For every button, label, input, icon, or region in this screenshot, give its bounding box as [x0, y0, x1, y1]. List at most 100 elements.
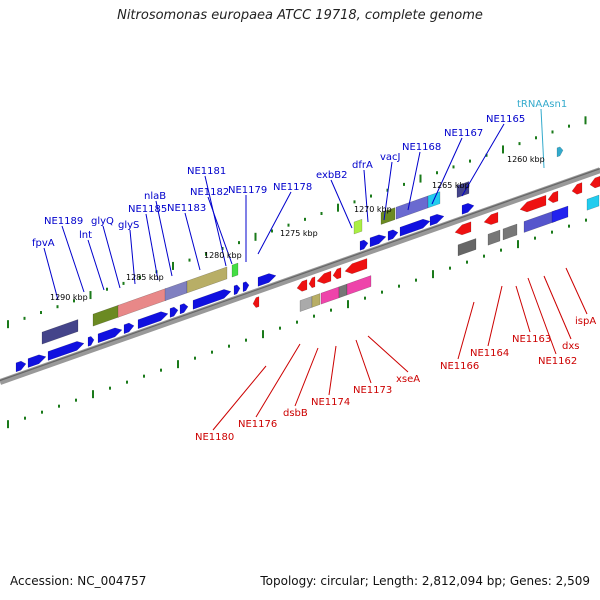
forward-feature-box — [231, 262, 239, 278]
gene-label-top: NE1182 — [190, 187, 229, 198]
reverse-feature-box — [487, 229, 501, 246]
top-leader-line — [407, 151, 421, 211]
gene-label-bottom: dsbB — [283, 408, 308, 419]
forward-feature-box — [186, 266, 228, 294]
forward-gene — [27, 354, 47, 368]
gene-label-top: nlaB — [144, 191, 166, 202]
reverse-gene — [252, 296, 260, 308]
gene-label-bottom: NE1180 — [195, 432, 234, 443]
gene-label-top: NE1189 — [44, 216, 83, 227]
gene-label-top: NE1181 — [187, 166, 226, 177]
gene-label-bottom: NE1173 — [353, 385, 392, 396]
forward-feature-box — [117, 288, 167, 318]
gene-features — [15, 146, 600, 373]
reverse-gene — [316, 270, 332, 284]
bottom-leader-line — [543, 275, 572, 340]
gene-label-top: NE1167 — [444, 128, 483, 139]
forward-feature-box — [92, 304, 120, 327]
gene-label-bottom: NE1164 — [470, 348, 509, 359]
reverse-gene — [454, 221, 472, 236]
forward-gene — [429, 213, 445, 227]
top-leader-line — [102, 225, 121, 289]
gene-label-bottom: NE1176 — [238, 419, 277, 430]
reverse-feature-box — [299, 296, 313, 312]
bottom-leader-line — [515, 285, 531, 333]
genome-summary: Topology: circular; Length: 2,812,094 bp… — [260, 574, 590, 588]
bottom-leader-line — [328, 345, 337, 396]
reverse-feature-box — [311, 293, 321, 308]
gene-label-bottom: xseA — [396, 374, 420, 385]
gene-label-top: NE1185 — [128, 204, 167, 215]
bottom-leader-line — [212, 365, 267, 431]
genome-backbone — [0, 167, 600, 385]
trna-gene — [556, 146, 564, 158]
bottom-leader-line — [367, 335, 409, 373]
gene-label-bottom: ispA — [575, 316, 596, 327]
reverse-gene — [332, 267, 342, 280]
forward-feature-box — [41, 319, 79, 345]
reverse-feature-box — [320, 286, 340, 305]
bottom-leader-line — [457, 301, 475, 360]
forward-gene — [257, 273, 277, 287]
accession-text: Accession: NC_004757 — [10, 574, 147, 588]
reverse-gene — [547, 190, 559, 204]
gene-label-top: NE1179 — [228, 185, 267, 196]
top-leader-line — [461, 123, 505, 197]
bottom-leader-line — [527, 277, 557, 355]
forward-gene — [387, 229, 399, 241]
top-leader-line — [330, 179, 353, 229]
reverse-feature-box — [338, 283, 348, 299]
gene-label-top: glyS — [118, 220, 139, 231]
tick-marks — [7, 116, 587, 429]
forward-gene — [192, 289, 232, 310]
gene-label-top: NE1183 — [167, 203, 206, 214]
gene-label-top: vacJ — [380, 152, 401, 163]
forward-gene — [137, 311, 169, 330]
top-leader-line — [155, 200, 173, 277]
gene-label-bottom: NE1162 — [538, 356, 577, 367]
forward-gene — [369, 234, 387, 248]
reverse-feature-box — [502, 223, 518, 241]
kbp-label: 1280 kbp — [204, 251, 242, 260]
top-leader-line — [540, 108, 545, 169]
gene-label-bottom: NE1163 — [512, 334, 551, 345]
kbp-label: 1270 kbp — [354, 205, 392, 214]
forward-gene — [15, 360, 27, 373]
reverse-gene — [308, 276, 316, 289]
reverse-gene — [296, 279, 308, 292]
top-leader-line — [204, 175, 227, 267]
top-leader-line — [431, 137, 463, 205]
forward-feature-box — [164, 280, 188, 302]
reverse-feature-box — [523, 209, 557, 233]
kbp-label: 1265 kbp — [432, 181, 470, 190]
top-leader-line — [61, 225, 85, 293]
backbone-line — [0, 167, 600, 385]
forward-gene — [97, 327, 123, 344]
kbp-label: 1285 kbp — [126, 273, 164, 282]
forward-gene — [87, 336, 95, 347]
forward-gene — [169, 306, 179, 318]
forward-gene — [399, 218, 431, 237]
reverse-gene — [344, 258, 368, 275]
reverse-feature-box — [551, 205, 569, 223]
forward-feature-box — [456, 181, 470, 199]
gene-label-top: NE1178 — [273, 182, 312, 193]
forward-gene — [242, 281, 250, 293]
forward-gene — [179, 303, 189, 315]
gene-label-top: NE1165 — [486, 114, 525, 125]
gene-label-top: glyQ — [91, 216, 114, 227]
forward-feature-box — [353, 218, 363, 235]
reverse-gene — [483, 211, 499, 225]
reverse-gene — [589, 175, 600, 189]
gene-label-top: NE1168 — [402, 142, 441, 153]
top-leader-line — [363, 169, 369, 223]
forward-gene — [233, 284, 241, 296]
gene-label-top: exbB2 — [316, 170, 347, 181]
gene-label-top: lnt — [79, 230, 92, 241]
top-leader-line — [184, 212, 201, 271]
reverse-feature-box — [346, 275, 372, 296]
gene-label-bottom: dxs — [562, 341, 579, 352]
map-title: Nitrosomonas europaea ATCC 19718, comple… — [117, 8, 483, 23]
kbp-label: 1290 kbp — [50, 293, 88, 302]
